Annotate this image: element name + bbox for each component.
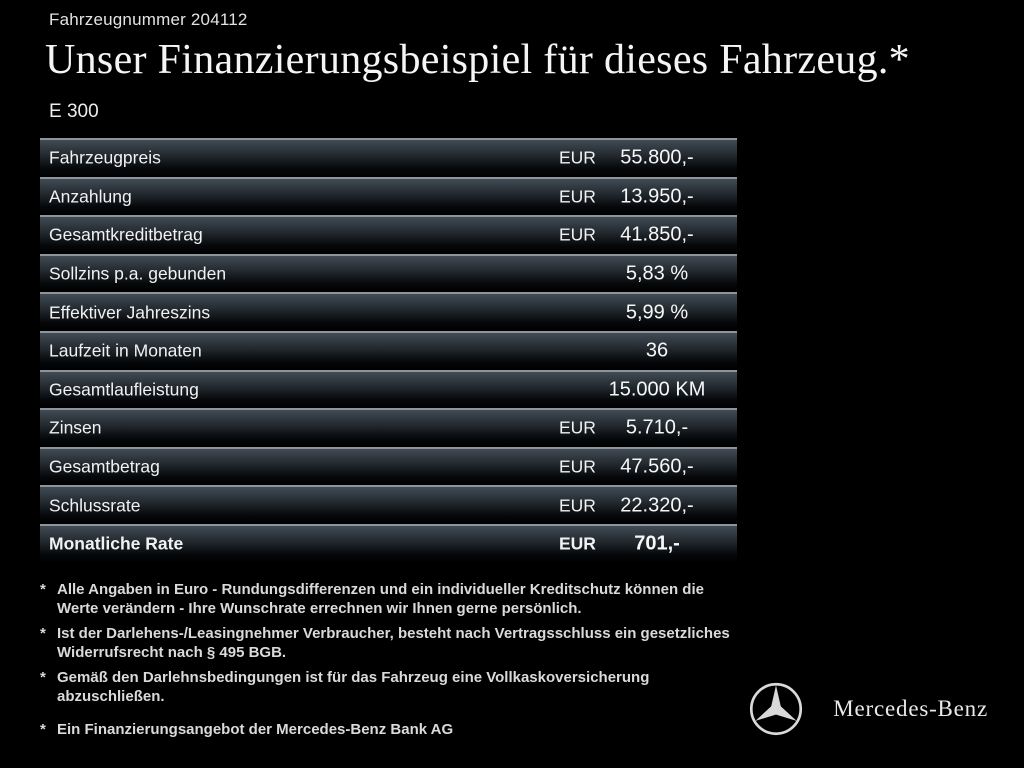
footnote-text: Ist der Darlehens-/Leasingnehmer Verbrau… [57,625,730,661]
row-value: 22.320,- [620,494,694,517]
brand-wordmark: Mercedes-Benz [833,696,988,721]
row-label: Anzahlung [49,186,132,207]
row-value: 13.950,- [620,185,694,208]
row-currency: EUR [559,456,596,477]
row-currency: EUR [559,417,596,438]
footnote-text: Gemäß den Darlehnsbedingungen ist für da… [57,669,650,705]
footnote: * Alle Angaben in Euro - Rundungsdifferen… [40,580,746,618]
row-label: Effektiver Jahreszins [49,302,211,323]
table-row: Effektiver Jahreszins 5,99 % [40,292,737,331]
footnote-text: Ein Finanzierungsangebot der Mercedes-Be… [57,721,454,738]
row-label: Zinsen [49,417,102,438]
table-row: Gesamtbetrag EUR 47.560,- [40,446,737,486]
row-value: 36 [645,339,669,362]
footnote-text: Alle Angaben in Euro - Rundungsdifferenz… [57,581,704,617]
row-label: Fahrzeugpreis [49,147,161,168]
row-label: Gesamtlaufleistung [49,379,199,400]
row-value: 55.800,- [620,146,694,169]
table-row: Schlussrate EUR 22.320,- [40,485,737,524]
row-label: Sollzins p.a. gebunden [49,263,227,284]
footnote-marker: * [40,669,46,686]
row-value: 15.000 KM [608,378,706,401]
vehicle-model: E 300 [49,101,99,122]
table-row: Monatliche Rate EUR 701,- [40,523,737,563]
page-title: Unser Finanzierungsbeispiel für dieses F… [45,37,910,83]
row-label: Gesamtbetrag [49,456,160,477]
row-currency: EUR [559,533,596,554]
row-value: 5.710,- [625,416,689,439]
mercedes-star-icon [750,682,803,736]
row-label: Gesamtkreditbetrag [49,224,203,245]
row-label: Monatliche Rate [49,533,184,554]
table-row: Zinsen EUR 5.710,- [40,408,737,447]
footnote: * Ist der Darlehens-/Leasingnehmer Verbra… [40,624,746,662]
row-value: 41.850,- [620,223,694,246]
table-row: Gesamtkreditbetrag EUR 41.850,- [40,215,737,254]
row-value: 5,83 % [625,262,689,285]
brand-block: Mercedes-Benz [749,682,988,736]
footnote-marker: * [40,721,46,738]
row-currency: EUR [559,147,596,168]
footnote-marker: * [40,581,46,598]
row-currency: EUR [559,186,596,207]
footnotes: * Alle Angaben in Euro - Rundungsdifferen… [40,580,746,745]
row-label: Schlussrate [49,495,141,516]
footnote-marker: * [40,625,46,642]
table-row: Gesamtlaufleistung 15.000 KM [40,369,737,409]
table-row: Anzahlung EUR 13.950,- [40,176,737,216]
row-value: 701,- [634,532,680,555]
table-row: Sollzins p.a. gebunden 5,83 % [40,253,737,293]
table-row: Fahrzeugpreis EUR 55.800,- [40,138,737,177]
footnote: * Gemäß den Darlehnsbedingungen ist für d… [40,668,746,706]
row-label: Laufzeit in Monaten [49,340,202,361]
row-value: 5,99 % [625,301,689,324]
vehicle-number: Fahrzeugnummer 204112 [49,10,248,29]
row-currency: EUR [559,224,596,245]
finance-table: Fahrzeugpreis EUR 55.800,- Anzahlung EUR 13.9… [40,138,737,563]
row-currency: EUR [559,495,596,516]
footnote: * Ein Finanzierungsangebot der Mercedes-B… [40,720,746,739]
row-value: 47.560,- [620,455,694,478]
table-row: Laufzeit in Monaten 36 [40,330,737,370]
